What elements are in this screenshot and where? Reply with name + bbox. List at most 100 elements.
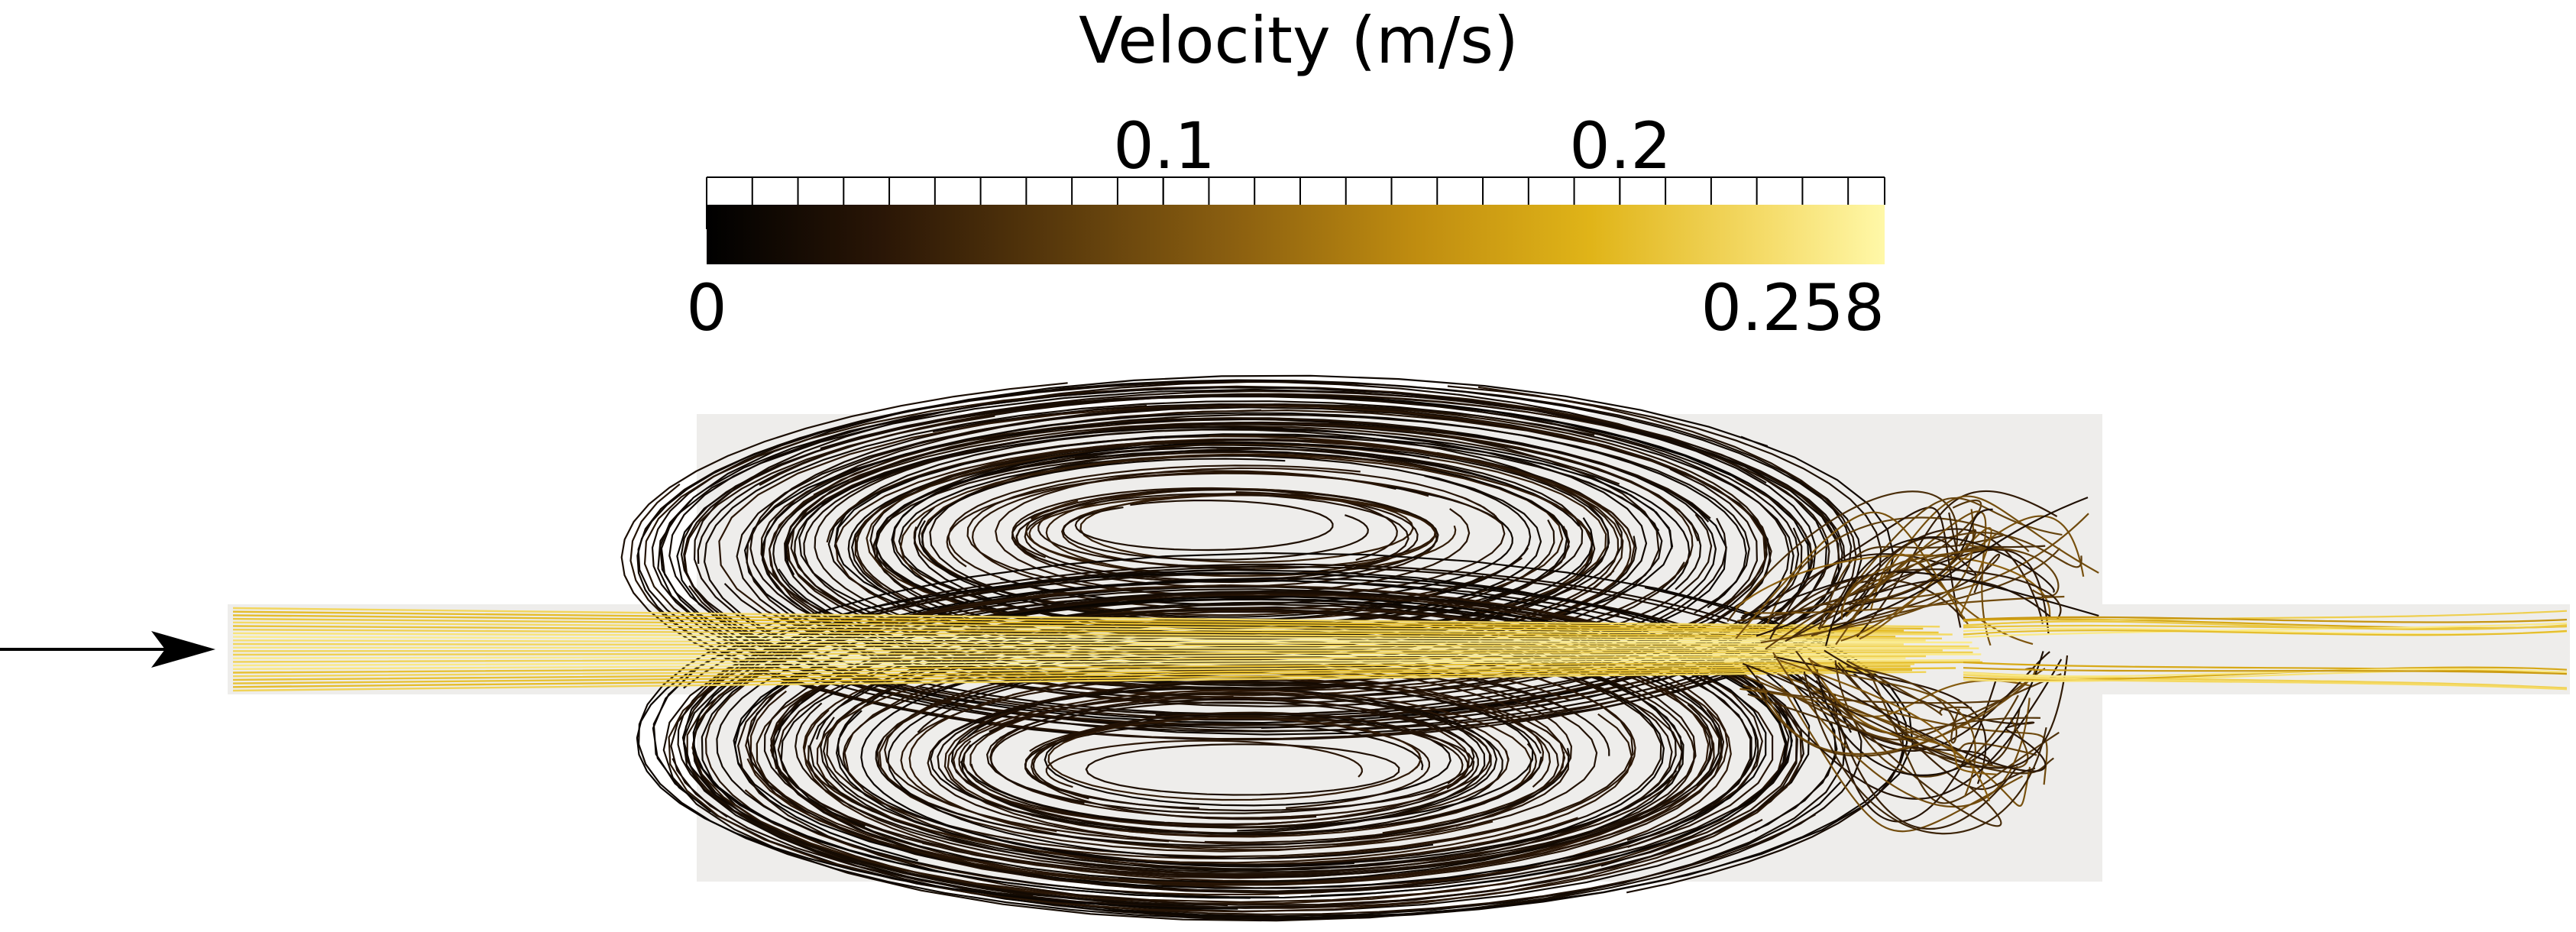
streamline <box>1795 650 2002 827</box>
streamline <box>1840 544 1989 620</box>
streamline <box>963 692 1492 829</box>
streamline <box>1209 435 1632 662</box>
colorbar: Velocity (m/s) 0.1 0.2 0 0.258 <box>686 3 1885 345</box>
streamline <box>1760 509 1975 644</box>
streamline <box>921 458 1484 622</box>
streamline <box>1846 660 1972 716</box>
streamline <box>1766 516 2030 624</box>
streamline <box>1849 512 1960 606</box>
streamline <box>232 646 1979 649</box>
streamline <box>833 433 1674 652</box>
colorbar-max-label: 0.258 <box>1701 270 1885 345</box>
streamline <box>820 393 1791 717</box>
streamline <box>1826 686 2018 830</box>
streamline <box>1816 651 2044 776</box>
colorbar-tick-label-0.2: 0.2 <box>1569 108 1671 183</box>
streamline <box>1773 655 1987 785</box>
streamline <box>232 629 1943 639</box>
streamline <box>1769 568 2062 640</box>
streamline <box>803 421 1710 640</box>
colorbar-tick-label-0.1: 0.1 <box>1113 108 1215 183</box>
streamline <box>1837 662 2021 769</box>
streamline <box>950 681 1542 836</box>
streamline <box>718 404 1766 697</box>
streamline <box>1074 500 1334 552</box>
upper-vortex-core <box>1161 516 1283 544</box>
streamline <box>990 701 1428 804</box>
streamline <box>1031 711 1469 820</box>
colorbar-bar <box>707 205 1885 264</box>
streamline <box>232 636 1972 644</box>
streamline <box>684 415 1814 720</box>
streamline <box>232 653 1982 659</box>
streamline <box>1963 661 2568 675</box>
streamline <box>746 591 1790 894</box>
streamline <box>1963 629 2568 636</box>
streamline <box>803 629 1715 882</box>
streamline <box>629 386 1857 740</box>
streamline <box>1742 655 2069 769</box>
colorbar-min-label: 0 <box>686 270 727 345</box>
streamline <box>900 676 1552 833</box>
streamline <box>856 441 1319 639</box>
streamline <box>827 434 1663 655</box>
streamline <box>1045 739 1364 788</box>
colorbar-ticks <box>706 176 1885 229</box>
streamline <box>772 604 1752 893</box>
streamline <box>1779 659 1998 775</box>
streamline <box>759 393 1830 655</box>
streamline <box>1963 622 2568 638</box>
streamline <box>898 455 1542 628</box>
streamline <box>1814 672 2047 772</box>
streamline <box>232 657 1906 667</box>
streamline <box>232 655 1927 663</box>
streamline <box>1963 616 2568 623</box>
streamline <box>1803 671 2047 835</box>
streamlines-outlet <box>1963 610 2568 691</box>
streamline <box>683 390 1846 701</box>
streamline <box>937 686 1486 834</box>
streamline <box>657 388 1840 729</box>
streamline <box>780 623 1684 883</box>
streamline <box>701 577 1852 917</box>
streamline <box>875 737 1571 846</box>
lower-vortex-core <box>1161 753 1283 781</box>
streamline <box>1818 497 2063 630</box>
streamline <box>929 688 1498 832</box>
streamline <box>1835 495 2099 646</box>
streamline <box>1820 529 1977 606</box>
streamline <box>1737 499 1982 622</box>
streamline <box>1739 688 2031 807</box>
streamline <box>1824 536 2055 646</box>
streamline <box>995 467 1506 599</box>
streamline <box>232 659 1980 670</box>
streamline <box>1807 657 1976 798</box>
streamline <box>1047 717 1422 801</box>
streamline <box>1015 493 1409 583</box>
streamline <box>232 639 1904 646</box>
streamline <box>749 607 1729 885</box>
streamline <box>1840 515 2085 642</box>
streamline <box>1011 487 1398 561</box>
streamline <box>1963 666 2568 681</box>
streamline <box>953 695 1471 827</box>
streamline <box>1744 595 2065 614</box>
streamline <box>1032 714 1464 800</box>
streamline <box>232 625 1896 638</box>
streamline <box>768 409 1772 699</box>
streamline <box>1085 743 1400 796</box>
streamline <box>809 629 1684 870</box>
streamline <box>1963 667 2568 675</box>
streamline <box>232 661 1983 674</box>
streamline <box>232 649 1943 652</box>
streamline <box>1963 674 2568 691</box>
streamline <box>1735 511 1969 639</box>
streamline <box>1808 657 1991 801</box>
streamline <box>232 642 1969 648</box>
streamline <box>943 679 1570 845</box>
streamline <box>762 412 1747 659</box>
streamline <box>1140 422 1694 664</box>
streamline <box>691 584 1787 904</box>
inlet-arrow-icon <box>0 631 215 668</box>
